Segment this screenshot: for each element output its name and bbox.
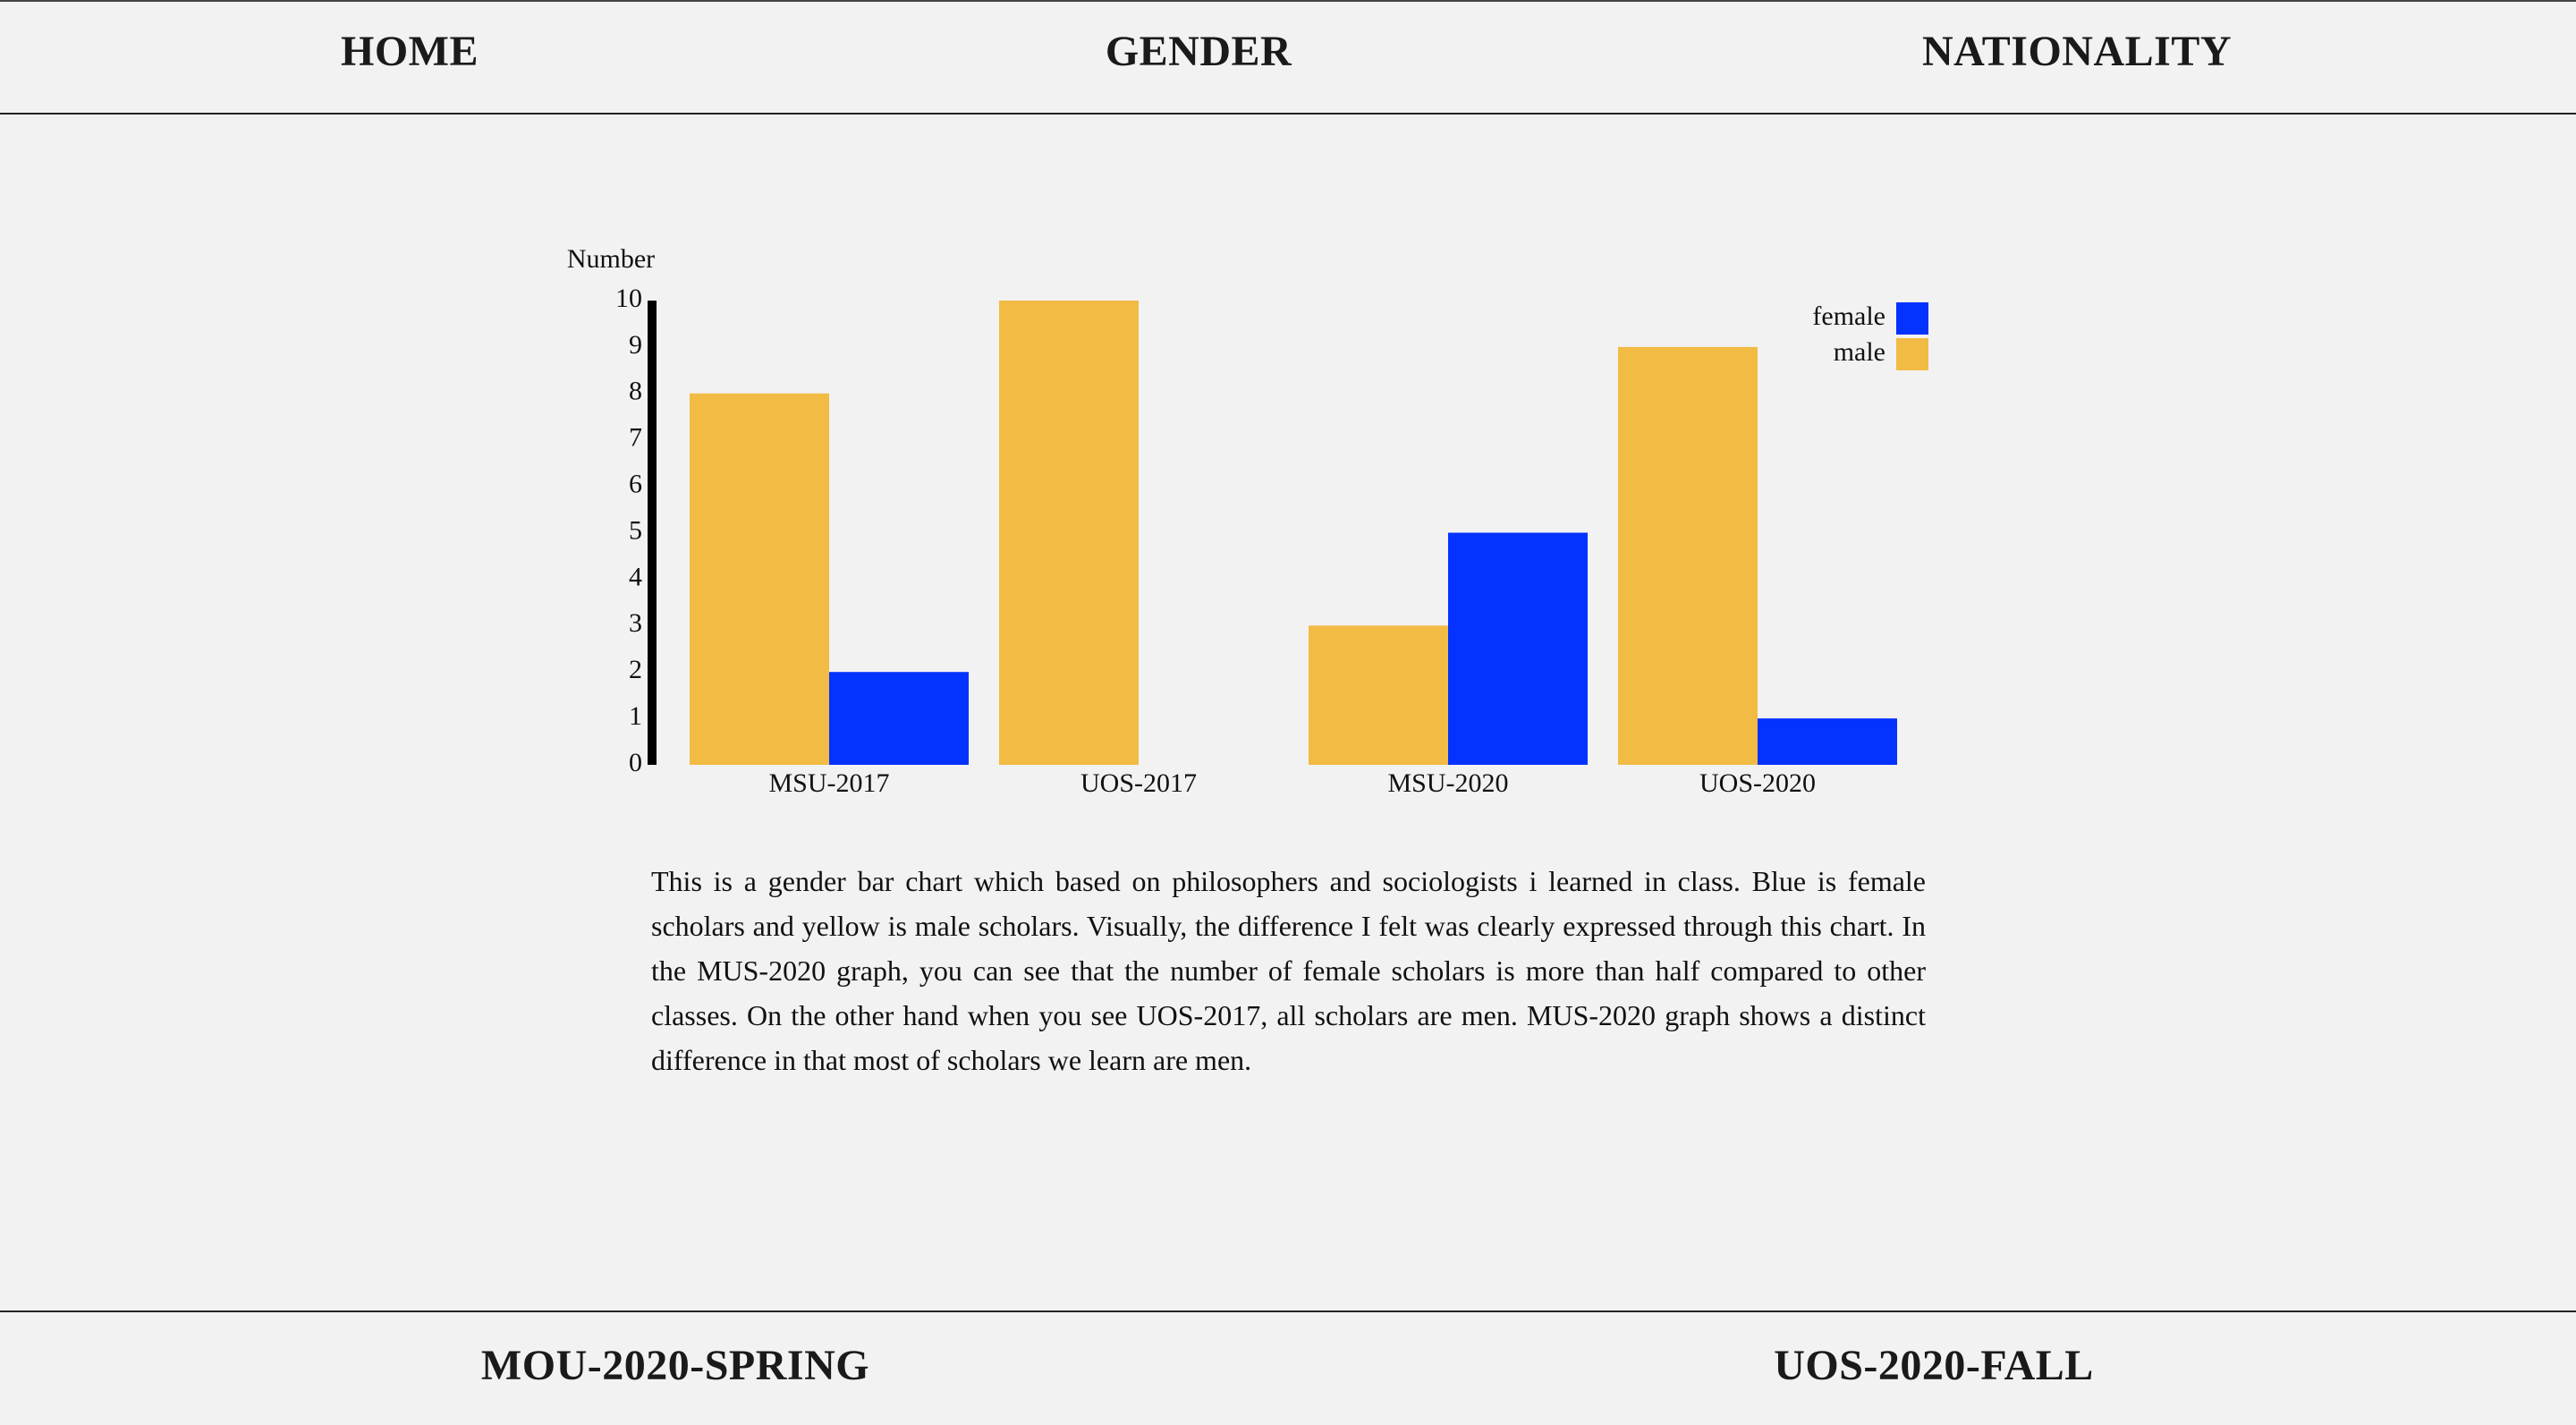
- nav-mou-2020-spring-link[interactable]: MOU-2020-SPRING: [480, 1342, 870, 1389]
- y-tick-label: 3: [629, 608, 642, 638]
- y-tick-label: 6: [629, 469, 642, 498]
- y-tick-label: 7: [629, 423, 642, 453]
- nav-gender-link[interactable]: GENDER: [1105, 28, 1292, 75]
- legend-swatch-female: [1896, 302, 1928, 335]
- bar-male-msu-2017: [690, 393, 829, 765]
- y-tick-label: 4: [629, 562, 642, 591]
- y-tick-label: 9: [629, 330, 642, 360]
- legend-label-male: male: [1834, 337, 1885, 367]
- nav-uos-2020-fall-link[interactable]: UOS-2020-FALL: [1774, 1342, 2094, 1389]
- y-tick-label: 5: [629, 515, 642, 545]
- legend-label-female: female: [1812, 301, 1885, 331]
- x-tick-label: MSU-2020: [1387, 768, 1508, 798]
- x-tick-label: UOS-2020: [1699, 768, 1816, 798]
- bar-female-uos-2020: [1758, 718, 1897, 765]
- y-tick-label: 1: [629, 701, 642, 731]
- bottom-navigation: MOU-2020-SPRING UOS-2020-FALL: [0, 1310, 2576, 1425]
- y-tick-label: 10: [615, 284, 642, 313]
- chart-description: This is a gender bar chart which based o…: [651, 865, 1926, 1076]
- gender-bar-chart: Number 0 1 2 3 4 5 6 7 8 9 10 MSU-2017 UOS-2017 MSU-20…: [567, 244, 1928, 798]
- bar-female-msu-2020: [1448, 532, 1588, 765]
- nav-home-link[interactable]: HOME: [341, 28, 479, 75]
- y-axis-line: [648, 301, 657, 765]
- bar-female-msu-2017: [829, 672, 969, 765]
- legend-swatch-male: [1896, 338, 1928, 370]
- bar-male-uos-2017: [999, 301, 1139, 765]
- x-tick-label: UOS-2017: [1080, 768, 1197, 798]
- y-axis-label: Number: [567, 244, 655, 274]
- bar-male-msu-2020: [1309, 625, 1448, 765]
- top-navigation: HOME GENDER NATIONALITY: [0, 0, 2576, 115]
- y-tick-label: 2: [629, 655, 642, 684]
- y-tick-label: 8: [629, 377, 642, 406]
- x-tick-label: MSU-2017: [768, 768, 889, 798]
- bar-male-uos-2020: [1618, 346, 1758, 765]
- y-tick-label: 0: [629, 748, 642, 777]
- nav-nationality-link[interactable]: NATIONALITY: [1922, 28, 2232, 75]
